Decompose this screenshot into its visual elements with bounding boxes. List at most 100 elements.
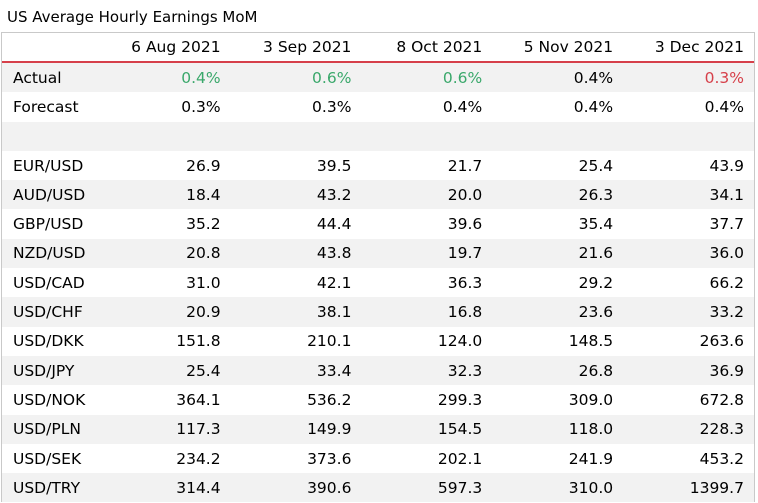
table-row: USD/DKK 151.8 210.1 124.0 148.5 263.6: [2, 327, 754, 356]
table-cell: 18.4: [186, 185, 221, 204]
table-cell: 210.1: [307, 332, 352, 351]
table-cell: 20.8: [186, 244, 221, 263]
table-cell: 151.8: [176, 332, 221, 351]
actual-value: 0.4%: [181, 68, 221, 87]
table-cell: 118.0: [568, 420, 614, 439]
table-cell: 310.0: [568, 478, 614, 497]
table-cell: 36.3: [447, 273, 483, 292]
earnings-table: 6 Aug 2021 3 Sep 2021 8 Oct 2021 5 Nov 2…: [1, 32, 755, 503]
table-cell: 26.9: [186, 156, 221, 175]
table-cell: 536.2: [307, 390, 352, 409]
row-label: Actual: [13, 68, 62, 87]
header-row: 6 Aug 2021 3 Sep 2021 8 Oct 2021 5 Nov 2…: [2, 33, 754, 63]
table-title: US Average Hourly Earnings MoM: [7, 8, 258, 26]
table-cell: 299.3: [437, 390, 483, 409]
row-label: USD/TRY: [13, 478, 81, 497]
row-label: USD/CAD: [13, 273, 85, 292]
table-cell: 228.3: [699, 420, 744, 439]
row-label: USD/JPY: [13, 361, 75, 380]
table-row: USD/PLN 117.3 149.9 154.5 118.0 228.3: [2, 414, 754, 444]
table-cell: 39.6: [447, 215, 483, 234]
table-row: AUD/USD 18.4 43.2 20.0 26.3 34.1: [2, 180, 754, 210]
column-header: 8 Oct 2021: [396, 38, 483, 56]
table-cell: 390.6: [307, 478, 352, 497]
table-row: USD/SEK 234.2 373.6 202.1 241.9 453.2: [2, 444, 754, 473]
table-cell: 20.9: [186, 303, 221, 322]
table-cell: 25.4: [186, 361, 221, 380]
table-cell: 21.6: [578, 244, 614, 263]
table-cell: 32.3: [447, 361, 483, 380]
row-label: USD/DKK: [13, 332, 84, 351]
row-label: GBP/USD: [13, 215, 84, 234]
table-row: EUR/USD 26.9 39.5 21.7 25.4 43.9: [2, 151, 754, 180]
table-cell: 44.4: [316, 215, 352, 234]
table-cell: 43.2: [316, 185, 352, 204]
table-cell: 314.4: [176, 478, 221, 497]
spacer-row: [2, 121, 754, 151]
forecast-row: Forecast 0.3% 0.3% 0.4% 0.4% 0.4%: [2, 92, 754, 121]
table-cell: 19.7: [447, 244, 483, 263]
row-label: USD/CHF: [13, 303, 83, 322]
table-cell: 37.7: [709, 215, 744, 234]
table-cell: 21.7: [447, 156, 483, 175]
column-header: 6 Aug 2021: [131, 38, 221, 56]
table-cell: 16.8: [447, 303, 483, 322]
forecast-value: 0.4%: [704, 97, 744, 116]
table-cell: 43.9: [709, 156, 744, 175]
table-cell: 241.9: [568, 449, 614, 468]
table-cell: 234.2: [176, 449, 221, 468]
table-cell: 20.0: [447, 185, 483, 204]
table-cell: 31.0: [186, 273, 221, 292]
column-header: 3 Dec 2021: [654, 38, 744, 56]
forecast-value: 0.3%: [312, 97, 352, 116]
table-cell: 42.1: [316, 273, 352, 292]
column-header: 5 Nov 2021: [523, 38, 614, 56]
row-label: AUD/USD: [13, 185, 86, 204]
table-cell: 66.2: [709, 273, 744, 292]
table-cell: 202.1: [437, 449, 483, 468]
table-row: USD/CAD 31.0 42.1 36.3 29.2 66.2: [2, 268, 754, 297]
table-cell: 36.9: [709, 361, 744, 380]
row-label: USD/SEK: [13, 449, 82, 468]
forecast-value: 0.4%: [442, 97, 483, 116]
table-cell: 597.3: [437, 478, 483, 497]
row-label: USD/NOK: [13, 390, 86, 409]
table-row: USD/NOK 364.1 536.2 299.3 309.0 672.8: [2, 385, 754, 414]
table-cell: 43.8: [316, 244, 352, 263]
actual-row: Actual 0.4% 0.6% 0.6% 0.4% 0.3%: [2, 63, 754, 93]
table-cell: 33.2: [709, 303, 744, 322]
table-cell: 263.6: [699, 332, 744, 351]
table-row: USD/CHF 20.9 38.1 16.8 23.6 33.2: [2, 297, 754, 327]
table-cell: 33.4: [316, 361, 352, 380]
row-label: USD/PLN: [13, 420, 81, 439]
table-cell: 34.1: [709, 185, 744, 204]
table-cell: 148.5: [568, 332, 614, 351]
table-cell: 29.2: [578, 273, 614, 292]
table-cell: 364.1: [176, 390, 221, 409]
table-cell: 39.5: [316, 156, 352, 175]
actual-value: 0.6%: [312, 68, 352, 87]
row-label: EUR/USD: [13, 156, 84, 175]
table-row: NZD/USD 20.8 43.8 19.7 21.6 36.0: [2, 238, 754, 269]
table-cell: 23.6: [578, 303, 614, 322]
table-cell: 149.9: [307, 420, 352, 439]
actual-value: 0.6%: [442, 68, 483, 87]
table-cell: 25.4: [578, 156, 614, 175]
table-cell: 124.0: [437, 332, 483, 351]
forecast-value: 0.4%: [573, 97, 614, 116]
table-cell: 672.8: [699, 390, 744, 409]
actual-value: 0.3%: [704, 68, 744, 87]
table-cell: 117.3: [176, 420, 221, 439]
table-row: USD/JPY 25.4 33.4 32.3 26.8 36.9: [2, 355, 754, 386]
table-cell: 38.1: [316, 303, 352, 322]
table-cell: 36.0: [709, 244, 744, 263]
table-cell: 35.2: [186, 215, 221, 234]
table-cell: 309.0: [568, 390, 614, 409]
table-cell: 35.4: [578, 215, 614, 234]
table-cell: 154.5: [437, 420, 483, 439]
column-header: 3 Sep 2021: [263, 38, 352, 56]
table-cell: 26.8: [578, 361, 614, 380]
table-row: USD/TRY 314.4 390.6 597.3 310.0 1399.7: [2, 473, 754, 503]
table-cell: 453.2: [699, 449, 744, 468]
row-label: NZD/USD: [13, 244, 86, 263]
